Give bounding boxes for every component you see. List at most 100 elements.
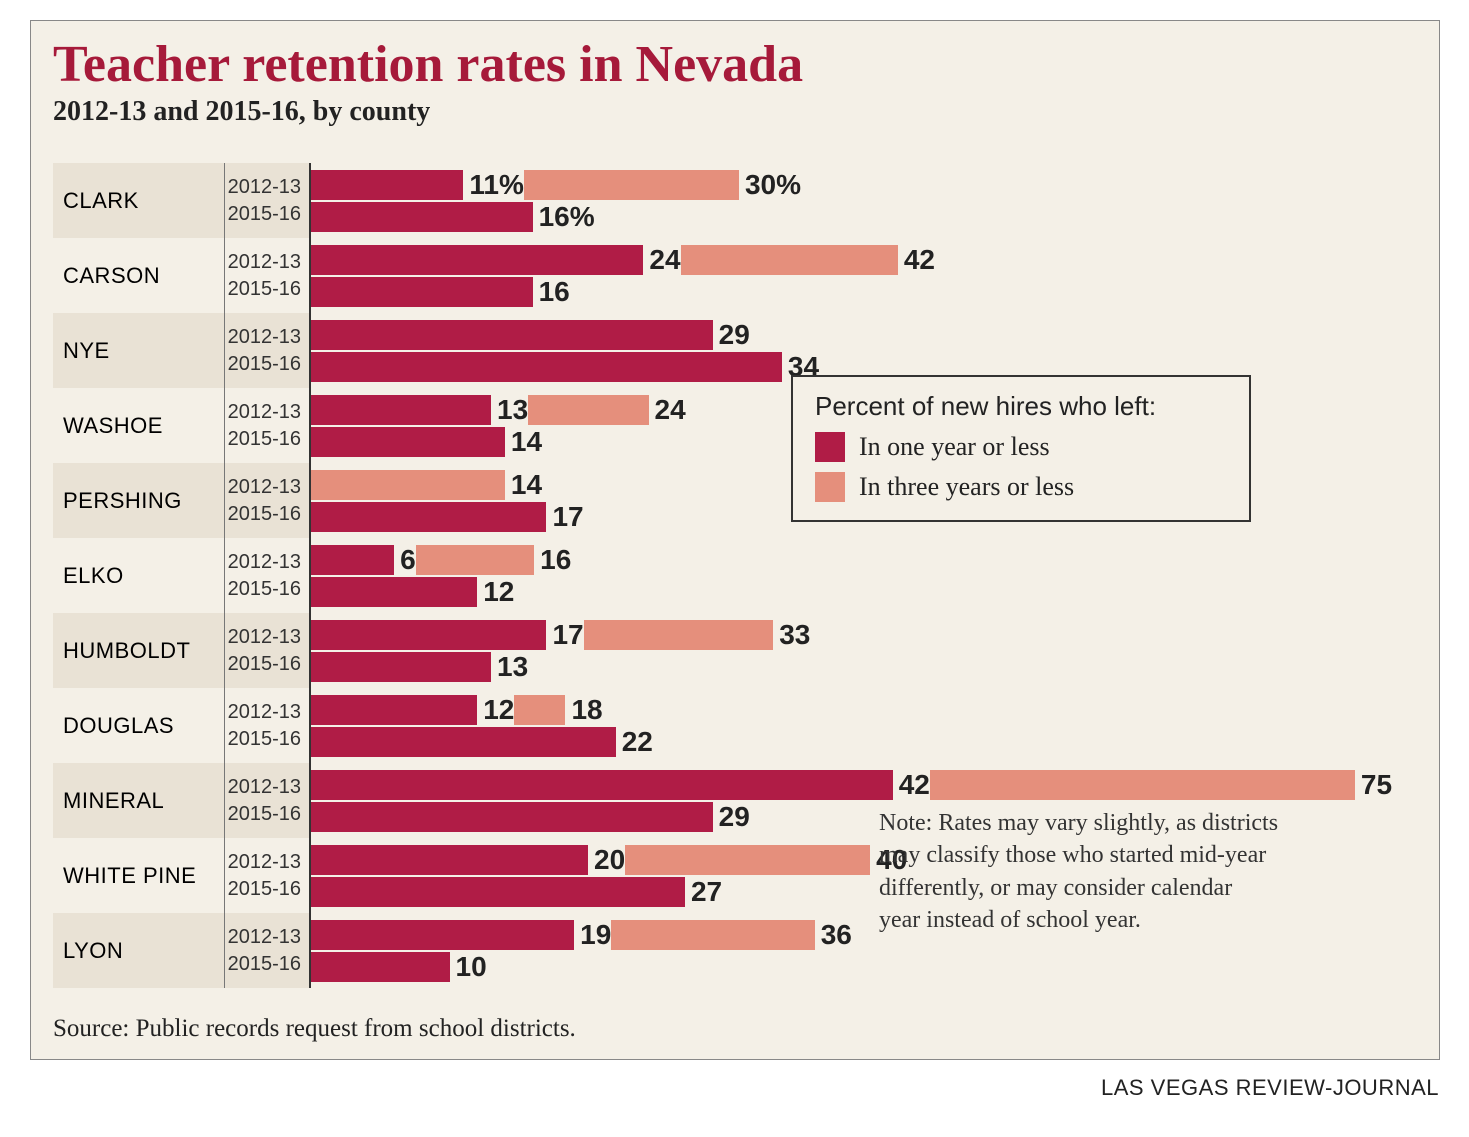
bar-segment-primary <box>311 245 643 275</box>
bar-segment-primary <box>311 395 491 425</box>
county-label: WHITE PINE <box>53 838 225 913</box>
legend-swatch <box>815 432 845 462</box>
year-label: 2015-16 <box>228 726 301 753</box>
bar-line: 42 75 <box>311 770 1417 800</box>
legend-label: In one year or less <box>859 432 1050 462</box>
bar-segment-secondary <box>611 920 814 950</box>
year-label: 2012-13 <box>228 324 301 351</box>
bar-segment-primary <box>311 502 546 532</box>
county-label: MINERAL <box>53 763 225 838</box>
year-labels: 2012-132015-16 <box>225 463 311 538</box>
bar-segment-primary <box>311 952 450 982</box>
county-label: DOUGLAS <box>53 688 225 763</box>
bar-segment-primary <box>311 652 491 682</box>
bar-segment-primary <box>311 352 782 382</box>
bar-value-label: 29 <box>713 319 750 351</box>
year-label: 2015-16 <box>228 501 301 528</box>
bars-area: 121822 <box>311 688 1417 763</box>
bar-value-label: 75 <box>1355 769 1392 801</box>
year-labels: 2012-132015-16 <box>225 163 311 238</box>
bar-value-label: 14 <box>505 426 542 458</box>
bar-value-label: 12 <box>477 576 514 608</box>
legend-item: In one year or less <box>815 432 1227 462</box>
bar-segment-secondary <box>625 845 870 875</box>
year-label: 2015-16 <box>228 576 301 603</box>
year-label: 2012-13 <box>228 624 301 651</box>
year-label: 2015-16 <box>228 951 301 978</box>
bar-value-label: 10 <box>450 951 487 983</box>
bar-value-label: 12 <box>477 694 514 726</box>
year-label: 2015-16 <box>228 276 301 303</box>
bar-segment-primary <box>311 277 533 307</box>
year-labels: 2012-132015-16 <box>225 538 311 613</box>
year-label: 2012-13 <box>228 174 301 201</box>
bar-line: 16 <box>311 277 1417 307</box>
bar-value-label: 13 <box>491 651 528 683</box>
bar-segment-primary <box>311 802 713 832</box>
bar-value-label: 18 <box>565 694 602 726</box>
bar-value-label: 14 <box>505 469 542 501</box>
bar-line: 2442 <box>311 245 1417 275</box>
year-labels: 2012-132015-16 <box>225 388 311 463</box>
county-row: ELKO2012-132015-1661612 <box>53 538 1417 613</box>
county-row: DOUGLAS2012-132015-16121822 <box>53 688 1417 763</box>
bar-value-label: 33 <box>773 619 810 651</box>
chart-title: Teacher retention rates in Nevada <box>31 21 1439 96</box>
county-label: PERSHING <box>53 463 225 538</box>
bar-segment-secondary <box>524 170 739 200</box>
bar-value-label: 17 <box>546 619 583 651</box>
bar-line: 16% <box>311 202 1417 232</box>
bar-segment-primary <box>311 727 616 757</box>
legend-swatch <box>815 472 845 502</box>
bar-segment-primary <box>311 320 713 350</box>
bar-segment-secondary <box>584 620 774 650</box>
chart-note: Note: Rates may vary slightly, as distri… <box>879 807 1279 937</box>
bar-segment-primary <box>311 877 685 907</box>
year-labels: 2012-132015-16 <box>225 688 311 763</box>
year-label: 2015-16 <box>228 351 301 378</box>
bar-line: 12 18 <box>311 695 1417 725</box>
year-labels: 2012-132015-16 <box>225 913 311 988</box>
year-label: 2012-13 <box>228 849 301 876</box>
bar-line: 616 <box>311 545 1417 575</box>
year-label: 2015-16 <box>228 426 301 453</box>
bar-line: 12 <box>311 577 1417 607</box>
year-labels: 2012-132015-16 <box>225 313 311 388</box>
bar-segment-secondary <box>681 245 898 275</box>
year-label: 2012-13 <box>228 549 301 576</box>
county-row: HUMBOLDT2012-132015-16173313 <box>53 613 1417 688</box>
chart-subtitle: 2012-13 and 2015-16, by county <box>31 96 1439 142</box>
year-label: 2012-13 <box>228 774 301 801</box>
bar-value-label: 19 <box>574 919 611 951</box>
source-text: Source: Public records request from scho… <box>53 1015 576 1043</box>
year-label: 2012-13 <box>228 399 301 426</box>
year-labels: 2012-132015-16 <box>225 763 311 838</box>
bar-value-label: 16% <box>533 201 595 233</box>
year-labels: 2012-132015-16 <box>225 838 311 913</box>
bars-area: 11% 30% 16% <box>311 163 1417 238</box>
bar-value-label: 11% <box>463 169 524 201</box>
bar-value-label: 13 <box>491 394 528 426</box>
bar-value-label: 27 <box>685 876 722 908</box>
bar-value-label: 16 <box>533 276 570 308</box>
bar-line: 10 <box>311 952 1417 982</box>
year-label: 2015-16 <box>228 876 301 903</box>
bar-segment-secondary <box>416 545 535 575</box>
county-label: HUMBOLDT <box>53 613 225 688</box>
bar-value-label: 29 <box>713 801 750 833</box>
bar-value-label: 36 <box>815 919 852 951</box>
bar-value-label: 16 <box>534 544 571 576</box>
county-row: CLARK2012-132015-1611%30%16% <box>53 163 1417 238</box>
bar-segment-primary <box>311 427 505 457</box>
bar-segment-secondary <box>514 695 565 725</box>
year-label: 2015-16 <box>228 801 301 828</box>
year-labels: 2012-132015-16 <box>225 238 311 313</box>
bar-value-label: 42 <box>893 769 930 801</box>
bars-area: 244216 <box>311 238 1417 313</box>
county-label: CARSON <box>53 238 225 313</box>
credit-text: LAS VEGAS REVIEW-JOURNAL <box>1101 1075 1439 1101</box>
bar-segment-secondary <box>528 395 648 425</box>
bar-value-label: 30% <box>739 169 801 201</box>
year-label: 2012-13 <box>228 249 301 276</box>
bar-value-label: 24 <box>643 244 680 276</box>
